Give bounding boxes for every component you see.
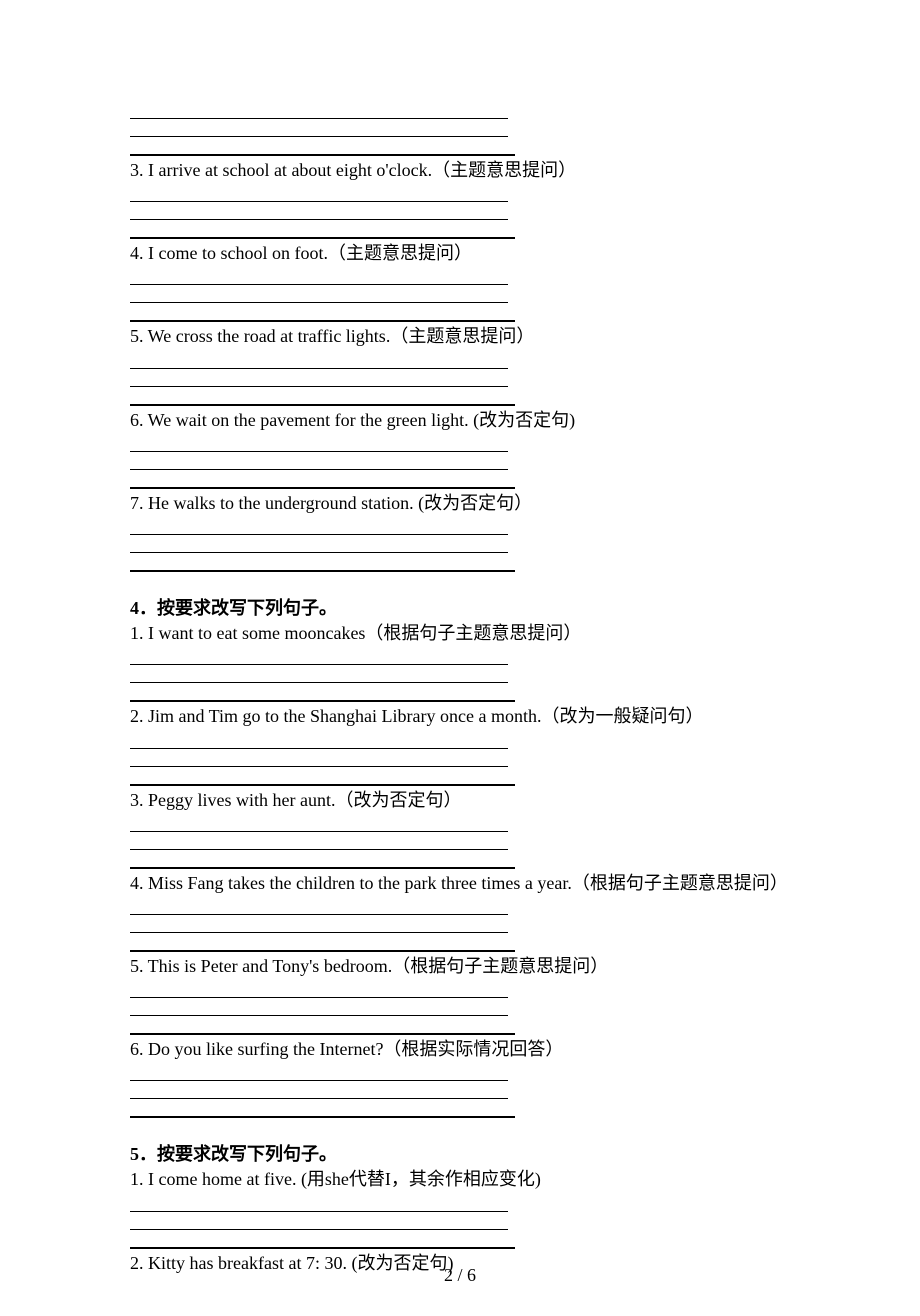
question-text: 4. I come to school on foot.（主题意思提问） <box>130 241 790 266</box>
answer-line <box>130 518 508 535</box>
question-text: 6. We wait on the pavement for the green… <box>130 408 790 433</box>
answer-line <box>130 684 515 702</box>
question-text: 5. This is Peter and Tony's bedroom.（根据句… <box>130 954 790 979</box>
answer-line <box>130 732 508 749</box>
answer-line <box>130 851 515 869</box>
answer-lines <box>130 1064 790 1118</box>
answer-lines <box>130 518 790 572</box>
answer-line <box>130 1231 515 1249</box>
answer-line <box>130 1100 515 1118</box>
question-text: 2. Jim and Tim go to the Shanghai Librar… <box>130 704 790 729</box>
answer-line <box>130 815 508 832</box>
answer-lines <box>130 435 790 489</box>
answer-line <box>130 120 508 137</box>
answer-line <box>130 471 515 489</box>
answer-lines <box>130 732 790 786</box>
answer-line <box>130 221 515 239</box>
answer-line <box>130 981 508 998</box>
answer-lines <box>130 648 790 702</box>
answer-line <box>130 833 508 850</box>
question-text: 1. I come home at five. (用she代替I，其余作相应变化… <box>130 1167 790 1192</box>
answer-line <box>130 388 515 406</box>
answer-line <box>130 554 515 572</box>
answer-line <box>130 1213 508 1230</box>
question-text: 4. Miss Fang takes the children to the p… <box>130 871 790 896</box>
answer-lines <box>130 898 790 952</box>
answer-line <box>130 1017 515 1035</box>
answer-line <box>130 102 508 119</box>
answer-line <box>130 203 508 220</box>
answer-line <box>130 286 508 303</box>
answer-line <box>130 1082 508 1099</box>
answer-line <box>130 999 508 1016</box>
answer-line <box>130 435 508 452</box>
answer-lines <box>130 981 790 1035</box>
answer-line <box>130 768 515 786</box>
page-container: 3. I arrive at school at about eight o'c… <box>0 0 920 1316</box>
page-number: 2 / 6 <box>0 1265 920 1286</box>
answer-line <box>130 1064 508 1081</box>
answer-lines <box>130 815 790 869</box>
question-text: 7. He walks to the underground station. … <box>130 491 790 516</box>
section-title: 4．按要求改写下列句子。 <box>130 596 790 621</box>
question-text: 3. Peggy lives with her aunt.（改为否定句） <box>130 788 790 813</box>
answer-line <box>130 898 508 915</box>
section-title: 5．按要求改写下列句子。 <box>130 1142 790 1167</box>
question-text: 5. We cross the road at traffic lights.（… <box>130 324 790 349</box>
answer-line <box>130 370 508 387</box>
answer-lines <box>130 185 790 239</box>
answer-line <box>130 304 515 322</box>
answer-line <box>130 934 515 952</box>
answer-lines <box>130 1195 790 1249</box>
answer-line <box>130 536 508 553</box>
answer-line <box>130 1195 508 1212</box>
answer-line <box>130 648 508 665</box>
answer-line <box>130 916 508 933</box>
question-text: 3. I arrive at school at about eight o'c… <box>130 158 790 183</box>
question-text: 1. I want to eat some mooncakes（根据句子主题意思… <box>130 621 790 646</box>
answer-lines <box>130 268 790 322</box>
answer-line <box>130 268 508 285</box>
answer-line <box>130 453 508 470</box>
answer-line <box>130 666 508 683</box>
answer-line <box>130 185 508 202</box>
answer-lines <box>130 352 790 406</box>
answer-line <box>130 750 508 767</box>
answer-line <box>130 138 515 156</box>
answer-lines-top <box>130 102 790 156</box>
question-text: 6. Do you like surfing the Internet?（根据实… <box>130 1037 790 1062</box>
answer-line <box>130 352 508 369</box>
